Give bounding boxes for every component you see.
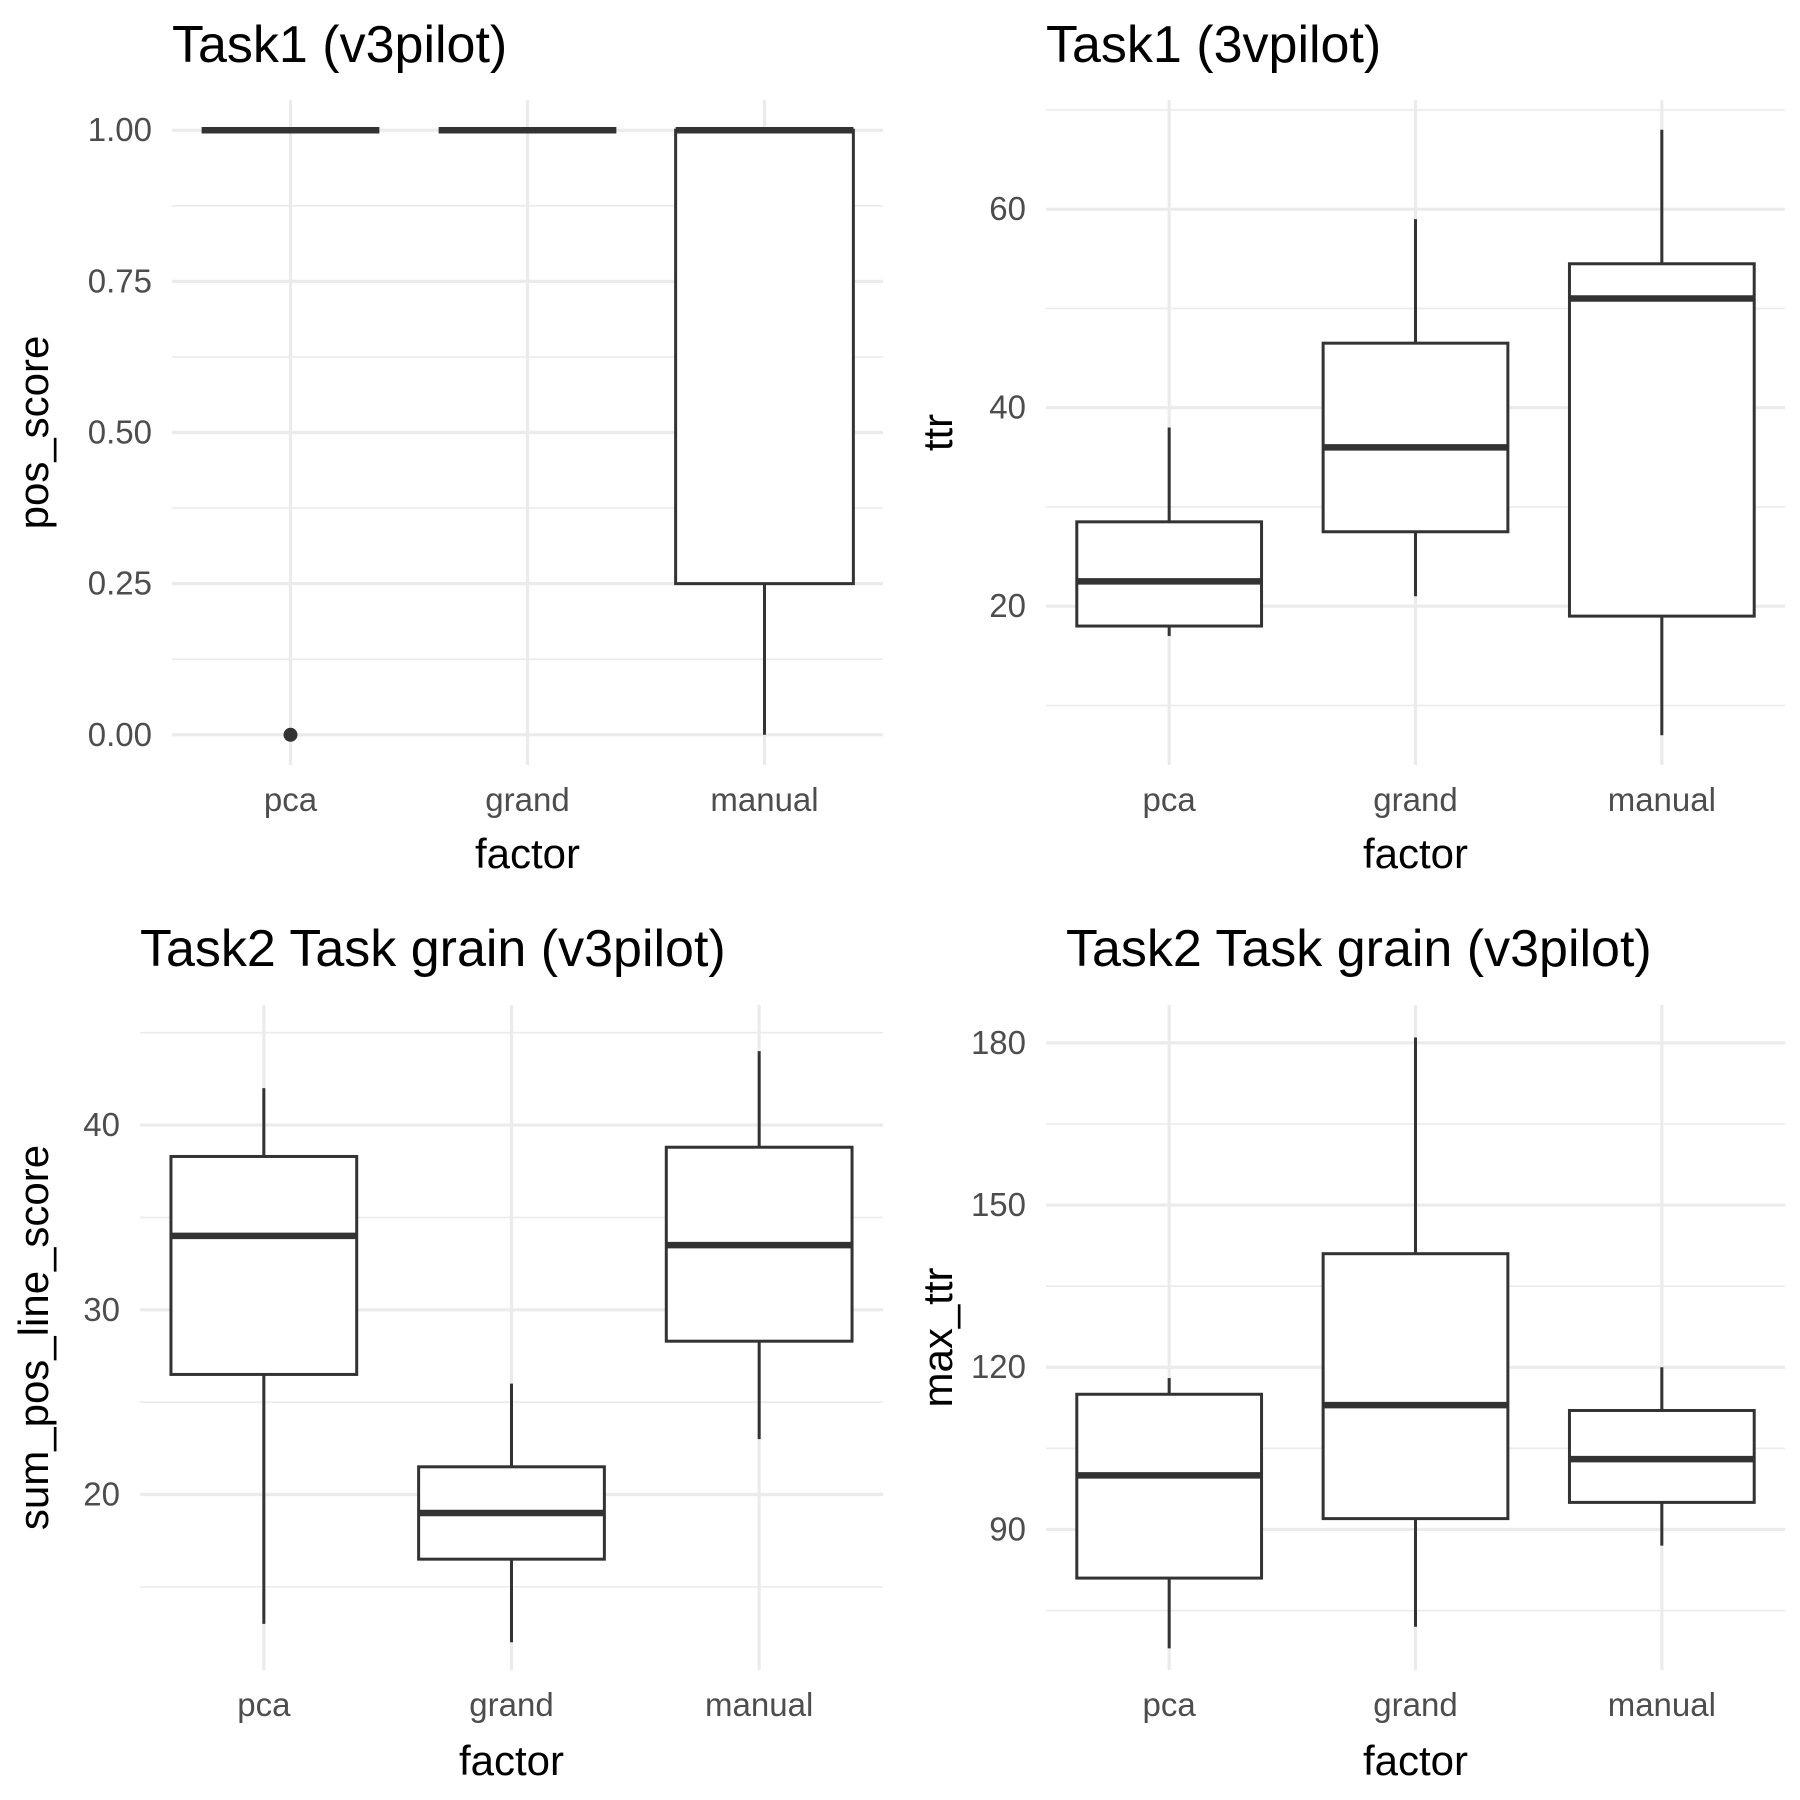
- chart-title: Task1 (v3pilot): [172, 16, 507, 74]
- y-axis-title: pos_score: [10, 336, 57, 530]
- y-axis-title: sum_pos_line_score: [10, 1145, 57, 1530]
- chart-panel-2: 20 40 60 pca grand manual Task1 (3vpilot) facto…: [914, 16, 1785, 877]
- y-axis-title: max_ttr: [914, 1267, 961, 1407]
- y-tick-label: 60: [989, 190, 1026, 227]
- chart-panel-1: 0.00 0.25 0.50 0.75 1.00 pca grand manual Task1 …: [10, 16, 883, 877]
- chart-title: Task2 Task grain (v3pilot): [1066, 920, 1652, 978]
- x-tick-label: pca: [264, 781, 318, 818]
- y-tick-label: 0.00: [88, 716, 152, 753]
- box-pca: [1075, 427, 1264, 636]
- y-tick-label: 20: [989, 587, 1026, 624]
- box-iqr: [1567, 262, 1756, 618]
- y-tick-label: 30: [83, 1291, 120, 1328]
- x-tick-label: pca: [237, 1686, 291, 1723]
- x-tick-label: pca: [1143, 781, 1197, 818]
- box-iqr: [1075, 1392, 1264, 1580]
- box-iqr: [169, 1154, 359, 1376]
- y-tick-label: 0.50: [88, 414, 152, 451]
- box-manual: [1567, 1367, 1756, 1546]
- y-tick-label: 0.75: [88, 262, 152, 299]
- box-manual: [674, 126, 855, 735]
- box-iqr: [1075, 520, 1264, 628]
- y-tick-label: 20: [83, 1476, 120, 1513]
- box-iqr: [1321, 341, 1510, 534]
- y-tick-label: 40: [83, 1106, 120, 1143]
- y-tick-label: 120: [971, 1348, 1026, 1385]
- chart-title: Task2 Task grain (v3pilot): [140, 920, 726, 978]
- box-grand: [1321, 219, 1510, 597]
- x-tick-label: grand: [469, 1686, 553, 1723]
- x-tick-label: manual: [1608, 781, 1716, 818]
- x-tick-label: manual: [710, 781, 818, 818]
- x-tick-label: grand: [485, 781, 569, 818]
- x-tick-label: manual: [705, 1686, 813, 1723]
- x-tick-label: grand: [1373, 781, 1457, 818]
- box-grand: [1321, 1037, 1510, 1627]
- x-tick-label: manual: [1608, 1686, 1716, 1723]
- y-tick-label: 150: [971, 1186, 1026, 1223]
- x-tick-label: pca: [1143, 1686, 1197, 1723]
- box-pca: [169, 1088, 359, 1624]
- y-tick-label: 0.25: [88, 565, 152, 602]
- outlier-point: [283, 727, 298, 742]
- box-manual: [664, 1051, 854, 1440]
- y-tick-label: 180: [971, 1024, 1026, 1061]
- box-grand: [417, 1383, 606, 1643]
- x-axis-title: factor: [1363, 1737, 1468, 1784]
- chart-panel-4: 90 120 150 180 pca grand manual Task2 Task grai…: [914, 920, 1785, 1784]
- y-tick-label: 90: [989, 1510, 1026, 1547]
- box-iqr: [1321, 1252, 1510, 1521]
- chart-title: Task1 (3vpilot): [1046, 16, 1381, 74]
- chart-panel-3: 20 30 40 pca grand manual Task2 Task grain (v3…: [10, 920, 883, 1784]
- box-iqr: [674, 128, 855, 586]
- x-tick-label: grand: [1373, 1686, 1457, 1723]
- y-axis-title: ttr: [914, 414, 961, 451]
- y-tick-label: 40: [989, 389, 1026, 426]
- y-tick-label: 1.00: [88, 111, 152, 148]
- x-axis-title: factor: [1363, 830, 1468, 877]
- box-pca: [1075, 1378, 1264, 1649]
- box-pca: [201, 126, 380, 742]
- x-axis-title: factor: [475, 830, 580, 877]
- x-axis-title: factor: [459, 1737, 564, 1784]
- box-manual: [1567, 129, 1756, 736]
